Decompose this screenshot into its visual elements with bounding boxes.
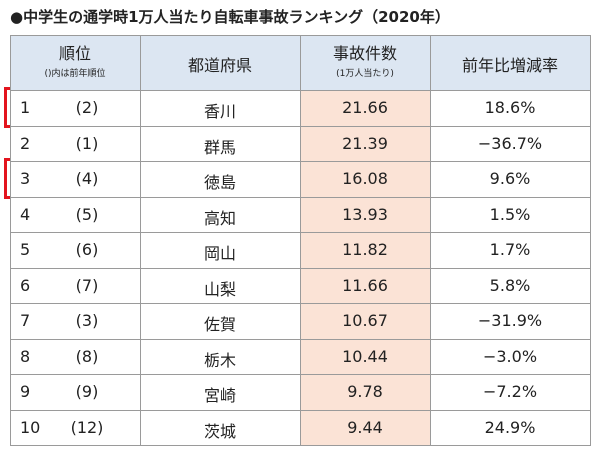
rank: 9: [20, 382, 31, 401]
header-cell: [300, 35, 431, 91]
previous-rank: (3): [75, 311, 99, 330]
prefecture: 栃木: [203, 350, 236, 370]
change-rate: −3.0%: [482, 346, 538, 366]
change-rate: 5.8%: [489, 275, 531, 295]
table-cell: [140, 161, 301, 198]
accident-count: 13.93: [342, 204, 388, 224]
rank: 6: [20, 275, 31, 295]
change-rate: 18.6%: [484, 98, 536, 117]
rank: 8: [20, 346, 31, 366]
previous-rank: (12): [70, 417, 104, 437]
title: ●中学生の通学時1万人当たり自転車事故ランキング（2020年）: [10, 8, 450, 26]
previous-rank: (7): [75, 275, 99, 295]
table-cell: [140, 303, 301, 340]
table-cell: [300, 125, 431, 162]
table-cell: [10, 303, 141, 340]
header-label: 都道府県: [187, 56, 252, 75]
table-cell: [300, 409, 431, 446]
prefecture: 佐賀: [203, 315, 236, 334]
header-cell: [430, 35, 591, 91]
accident-count: 10.44: [342, 346, 388, 366]
rank: 10: [20, 417, 41, 437]
rank: 2: [20, 133, 31, 153]
previous-rank: (5): [75, 204, 99, 224]
prefecture: 徳島: [203, 173, 236, 192]
header-cell: [140, 35, 301, 91]
change-rate: 1.7%: [489, 240, 531, 259]
accident-count: 21.39: [342, 133, 388, 153]
rank: 7: [20, 311, 31, 330]
previous-rank: (2): [75, 98, 99, 117]
accident-count: 10.67: [342, 311, 388, 330]
rank: 4: [20, 204, 31, 224]
table-cell: [430, 409, 591, 446]
table-cell: [300, 161, 431, 198]
table-cell: [140, 409, 301, 446]
previous-rank: (8): [75, 346, 99, 366]
header-label: 事故件数: [332, 44, 397, 63]
accident-count: 9.78: [347, 382, 383, 401]
table-cell: [140, 196, 301, 233]
accident-count: 16.08: [342, 169, 388, 188]
previous-rank: (1): [75, 133, 99, 153]
table-cell: [10, 267, 141, 304]
table-cell: [430, 125, 591, 162]
table-cell: [10, 409, 141, 446]
prefecture: 宮崎: [203, 386, 236, 405]
prefecture: 茨城: [203, 421, 236, 441]
table-cell: [10, 232, 141, 269]
change-rate: 9.6%: [489, 169, 531, 188]
table-cell: [300, 338, 431, 375]
table-cell: [140, 90, 301, 127]
header-note: (1万人当たり): [336, 69, 394, 79]
change-rate: −31.9%: [477, 311, 543, 330]
accident-count: 11.82: [342, 240, 388, 259]
prefecture: 香川: [203, 102, 236, 121]
previous-rank: (9): [75, 382, 99, 401]
prefecture: 山梨: [203, 279, 236, 299]
accident-count: 11.66: [342, 275, 388, 295]
rank: 5: [20, 240, 31, 259]
previous-rank: (6): [75, 240, 99, 259]
rank: 3: [20, 169, 31, 188]
change-rate: −7.2%: [482, 382, 538, 401]
header-label: 前年比増減率: [461, 56, 558, 75]
accident-count: 21.66: [342, 98, 388, 117]
table-cell: [10, 196, 141, 233]
table-cell: [430, 161, 591, 198]
previous-rank: (4): [75, 169, 99, 188]
change-rate: −36.7%: [477, 133, 543, 153]
prefecture: 高知: [203, 208, 236, 228]
change-rate: 1.5%: [489, 204, 531, 224]
change-rate: 24.9%: [484, 417, 536, 437]
table-cell: [300, 232, 431, 269]
header-note: ()内は前年順位: [44, 69, 106, 79]
rank: 1: [20, 98, 31, 117]
accident-count: 9.44: [347, 417, 383, 437]
prefecture: 群馬: [203, 137, 236, 157]
prefecture: 岡山: [203, 244, 236, 263]
header-label: 順位: [58, 44, 91, 63]
table-cell: [10, 90, 141, 127]
